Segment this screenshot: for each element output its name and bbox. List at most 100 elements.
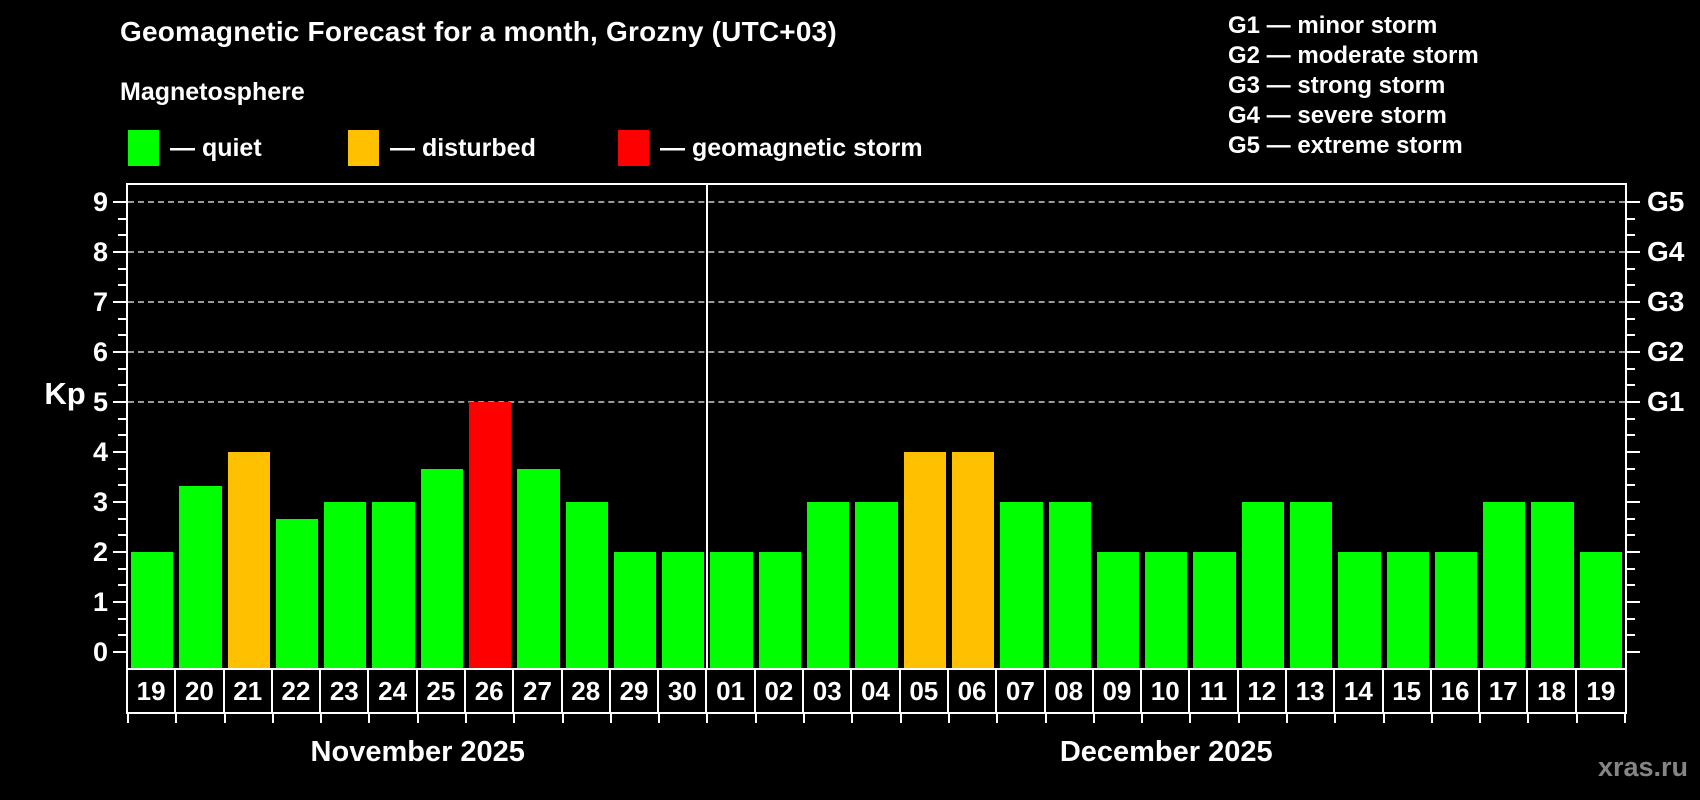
g-scale-legend: G1 — minor storm G2 — moderate storm G3 — … [1228,11,1479,161]
right-major-tick [1627,601,1640,603]
kp-bar-03 [807,502,850,668]
bottom-tick [1479,714,1482,723]
g-scale-label-G4: G4 [1647,236,1685,267]
left-major-tick [113,501,126,503]
y-tick-label: 7 [92,287,108,317]
right-minor-tick [1627,434,1635,437]
g-scale-label-G3: G3 [1647,286,1685,317]
kp-bar-27 [517,468,560,668]
left-minor-tick [118,384,126,387]
kp-bar-19 [1579,552,1622,668]
y-tick-label: 6 [92,337,108,367]
day-label-26: 26 [466,670,515,712]
kp-bar-17 [1483,502,1526,668]
left-axis-line [126,183,128,714]
bottom-tick [1382,714,1385,723]
kp-bar-26 [469,402,512,668]
kp-bar-13 [1289,502,1333,668]
bottom-tick [1575,714,1578,723]
y-tick-label: 5 [92,387,108,417]
y-tick-label: 1 [92,587,108,617]
bottom-tick [803,714,806,723]
bottom-tick [1334,714,1337,723]
y-tick-label: 3 [92,487,108,517]
left-minor-tick [118,234,126,237]
gridline-kp6 [128,351,1625,353]
day-label-21: 21 [225,670,273,712]
bottom-tick [754,714,757,723]
legend-swatch-quiet [128,130,159,166]
left-minor-tick [118,217,126,220]
right-minor-tick [1627,517,1635,520]
bottom-tick [706,714,709,723]
bottom-tick [899,714,902,723]
y-tick-label: 8 [92,237,108,267]
bottom-tick [947,714,950,723]
left-minor-tick [118,634,126,637]
kp-bar-16 [1434,552,1478,668]
day-label-22: 22 [273,670,322,712]
bottom-tick [1092,714,1095,723]
kp-bar-21 [227,452,270,668]
left-minor-tick [118,534,126,537]
left-minor-tick [118,567,126,570]
day-label-09: 09 [1094,670,1143,712]
right-minor-tick [1627,617,1635,620]
left-minor-tick [118,617,126,620]
bottom-tick [320,714,323,723]
month-label: December 2025 [1059,736,1273,768]
day-label-28: 28 [563,670,611,712]
left-major-tick [113,601,126,603]
left-major-tick [113,201,126,203]
month-separator-line [706,183,709,668]
bottom-tick [416,714,419,723]
bottom-tick [368,714,371,723]
left-minor-tick [118,367,126,370]
legend-swatch-disturbed [348,130,379,166]
right-minor-tick [1627,384,1635,387]
bottom-tick [1527,714,1530,723]
day-label-14: 14 [1335,670,1384,712]
right-major-tick [1627,251,1640,253]
day-label-23: 23 [321,670,370,712]
legend-heading: Magnetosphere [120,78,305,106]
y-tick-label: 9 [92,187,108,217]
day-label-25: 25 [418,670,467,712]
day-label-16: 16 [1432,670,1481,712]
day-label-02: 02 [756,670,805,712]
right-minor-tick [1627,334,1635,337]
kp-bar-30 [662,552,705,668]
day-label-row: 19 20 21 22 23 24 25 26 27 28 29 30 01 02 03 04 05 06 07 08… [126,668,1627,714]
day-label-29: 29 [611,670,660,712]
right-major-tick [1627,301,1640,303]
right-axis-line [1625,183,1627,714]
day-label-03: 03 [804,670,853,712]
day-label-10: 10 [1142,670,1191,712]
watermark: xras.ru [1597,752,1688,782]
left-minor-tick [118,434,126,437]
kp-bar-02 [758,552,802,668]
y-axis-label: Kp [44,376,86,411]
left-major-tick [113,351,126,353]
kp-bar-22 [275,518,319,668]
bottom-tick [175,714,178,723]
kp-bar-14 [1338,552,1381,668]
day-label-13: 13 [1287,670,1336,712]
kp-bar-24 [372,502,415,668]
bottom-tick [1430,714,1433,723]
right-major-tick [1627,551,1640,553]
kp-bar-04 [855,502,898,668]
legend-swatch-storm [618,130,649,166]
gridline-kp7 [128,301,1625,303]
bottom-tick [1285,714,1288,723]
g-legend-line: G4 — severe storm [1228,102,1447,129]
kp-bar-23 [324,502,367,668]
g-legend-line: G2 — moderate storm [1228,42,1479,69]
day-label-18: 18 [1528,670,1577,712]
bottom-tick [127,714,129,723]
kp-bar-20 [179,485,222,668]
kp-bar-29 [613,552,657,668]
right-minor-tick [1627,567,1635,570]
bottom-tick [1237,714,1240,723]
bottom-tick [1044,714,1047,723]
